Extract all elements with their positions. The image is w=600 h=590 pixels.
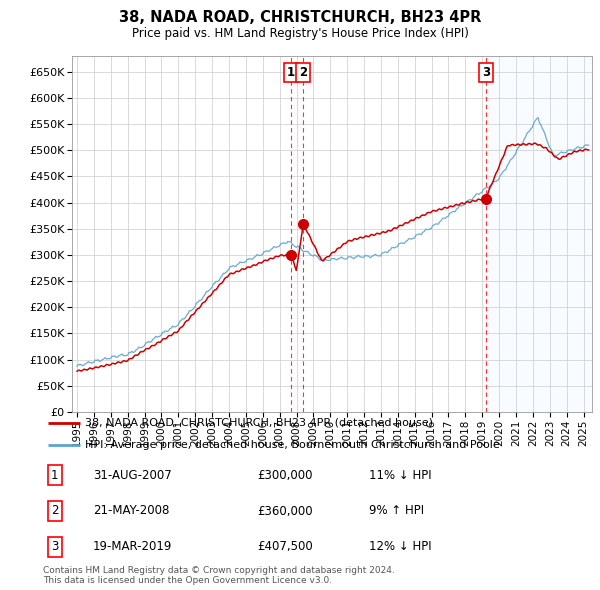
Text: £300,000: £300,000: [257, 469, 313, 482]
Text: 9% ↑ HPI: 9% ↑ HPI: [368, 504, 424, 517]
Text: 1: 1: [287, 66, 295, 79]
Text: 1: 1: [51, 469, 59, 482]
Text: £407,500: £407,500: [257, 540, 313, 553]
Text: 38, NADA ROAD, CHRISTCHURCH, BH23 4PR: 38, NADA ROAD, CHRISTCHURCH, BH23 4PR: [119, 10, 481, 25]
Text: 38, NADA ROAD, CHRISTCHURCH, BH23 4PR (detached house): 38, NADA ROAD, CHRISTCHURCH, BH23 4PR (d…: [85, 418, 433, 428]
Text: HPI: Average price, detached house, Bournemouth Christchurch and Poole: HPI: Average price, detached house, Bour…: [85, 440, 500, 450]
Text: 31-AUG-2007: 31-AUG-2007: [93, 469, 172, 482]
Text: 2: 2: [299, 66, 307, 79]
Text: Contains HM Land Registry data © Crown copyright and database right 2024.
This d: Contains HM Land Registry data © Crown c…: [43, 566, 395, 585]
Text: 21-MAY-2008: 21-MAY-2008: [93, 504, 169, 517]
Text: Price paid vs. HM Land Registry's House Price Index (HPI): Price paid vs. HM Land Registry's House …: [131, 27, 469, 40]
Text: 11% ↓ HPI: 11% ↓ HPI: [368, 469, 431, 482]
Bar: [486, 56, 592, 412]
Text: 19-MAR-2019: 19-MAR-2019: [93, 540, 172, 553]
Text: £360,000: £360,000: [257, 504, 313, 517]
Text: 3: 3: [482, 66, 490, 79]
Text: 2: 2: [51, 504, 59, 517]
Text: 12% ↓ HPI: 12% ↓ HPI: [368, 540, 431, 553]
Text: 3: 3: [51, 540, 59, 553]
